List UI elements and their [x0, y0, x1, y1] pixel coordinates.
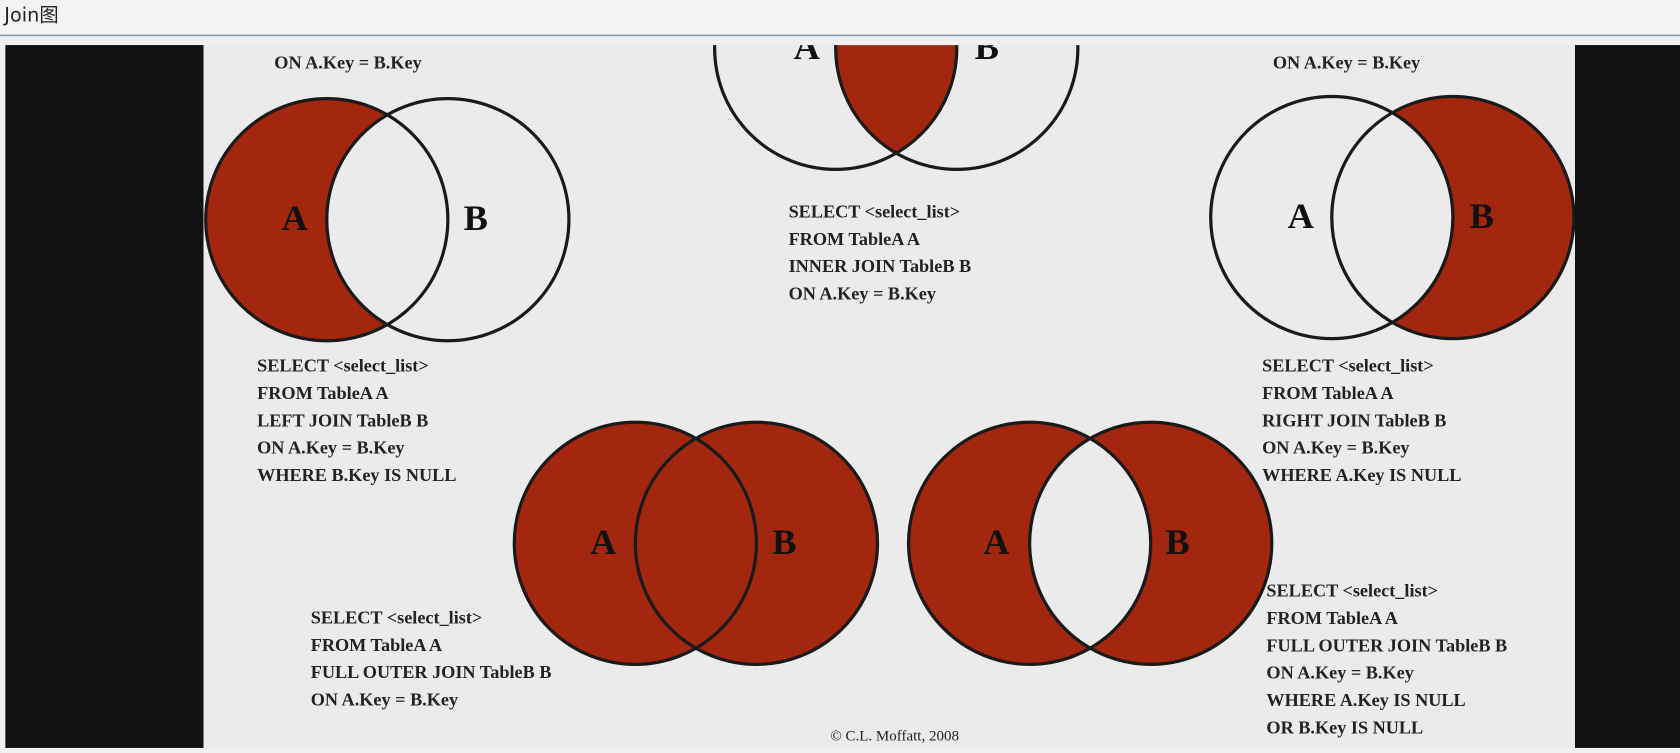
sql-line: OR B.Key IS NULL — [1266, 717, 1423, 737]
sql-line: SELECT <select_list> — [311, 608, 483, 628]
set-label: A — [983, 522, 1010, 562]
set-label: A — [590, 522, 617, 562]
set-label: A — [1288, 196, 1315, 236]
sql-line: SELECT <select_list> — [257, 356, 429, 376]
intersection — [835, 45, 957, 170]
left-letterbox — [5, 45, 204, 748]
sql-line: WHERE A.Key IS NULL — [1262, 465, 1461, 485]
venn-diagram: A B SELECT <select_list> FROM TableA A FULL … — [906, 420, 1507, 737]
set-label: B — [1470, 196, 1494, 236]
sql-line: ON A.Key = B.Key — [789, 283, 936, 303]
circle-outline — [713, 45, 959, 171]
intersection — [326, 98, 448, 341]
circle-outline — [906, 420, 1153, 666]
intersection — [1331, 96, 1453, 339]
venn-diagram: A B ON A.Key = B.Key SELECT <select_list> FR… — [204, 53, 571, 485]
sql-line: RIGHT JOIN TableB B — [1262, 410, 1446, 430]
sql-line: WHERE B.Key IS NULL — [257, 465, 456, 485]
sql-line: SELECT <select_list> — [789, 201, 961, 221]
circle-outline — [1209, 94, 1455, 341]
set-label: B — [1165, 522, 1189, 562]
intersection — [1029, 422, 1151, 665]
set-label: B — [975, 27, 999, 67]
copyright: © C.L. Moffatt, 2008 — [830, 729, 959, 745]
circle-outline — [633, 420, 880, 666]
window-title: Join图 — [3, 4, 58, 27]
sql-line: FROM TableA A — [789, 229, 921, 249]
circle-outline — [512, 420, 759, 666]
right-letterbox — [1575, 45, 1680, 748]
sql-line: LEFT JOIN TableB B — [257, 410, 428, 430]
sql-line: WHERE A.Key IS NULL — [1266, 690, 1465, 710]
sql-line: FULL OUTER JOIN TableB B — [1266, 635, 1507, 655]
circle-outline — [1028, 420, 1274, 666]
set-label: A — [281, 198, 308, 238]
sql-line: SELECT <select_list> — [1262, 356, 1434, 376]
circle-outline — [204, 97, 450, 343]
slide-content: A B ON A.Key = B.Key SELECT <select_list> FR… — [204, 27, 1575, 737]
sql-line: ON A.Key = B.Key — [257, 438, 404, 458]
sql-line: ON A.Key = B.Key — [1266, 663, 1413, 683]
sql-line: FROM TableA A — [311, 635, 443, 655]
venn-diagram: A B SELECT <select_list> FROM TableA A INNER… — [713, 27, 1080, 303]
venn-diagram: A B SELECT <select_list> FROM TableA A FULL … — [311, 420, 880, 709]
circle-outline — [834, 45, 1080, 171]
set-label: B — [464, 198, 488, 238]
circle-outline — [325, 97, 571, 343]
sql-line: FULL OUTER JOIN TableB B — [311, 662, 552, 682]
set-label: A — [794, 27, 821, 67]
set-label: B — [772, 522, 796, 562]
sql-line: FROM TableA A — [257, 383, 389, 403]
circle-outline — [1330, 94, 1575, 341]
sql-line: ON A.Key = B.Key — [311, 689, 458, 709]
venn-diagram: A B ON A.Key = B.Key SELECT <select_list> FR… — [1209, 53, 1575, 485]
sql-line: FROM TableA A — [1266, 608, 1398, 628]
sql-fragment: ON A.Key = B.Key — [1273, 53, 1420, 73]
sql-line: SELECT <select_list> — [1266, 581, 1438, 601]
sql-line: ON A.Key = B.Key — [1262, 438, 1409, 458]
sql-fragment: ON A.Key = B.Key — [274, 53, 421, 73]
sql-line: INNER JOIN TableB B — [789, 256, 972, 276]
title-bar — [0, 0, 1680, 35]
sql-line: FROM TableA A — [1262, 383, 1394, 403]
